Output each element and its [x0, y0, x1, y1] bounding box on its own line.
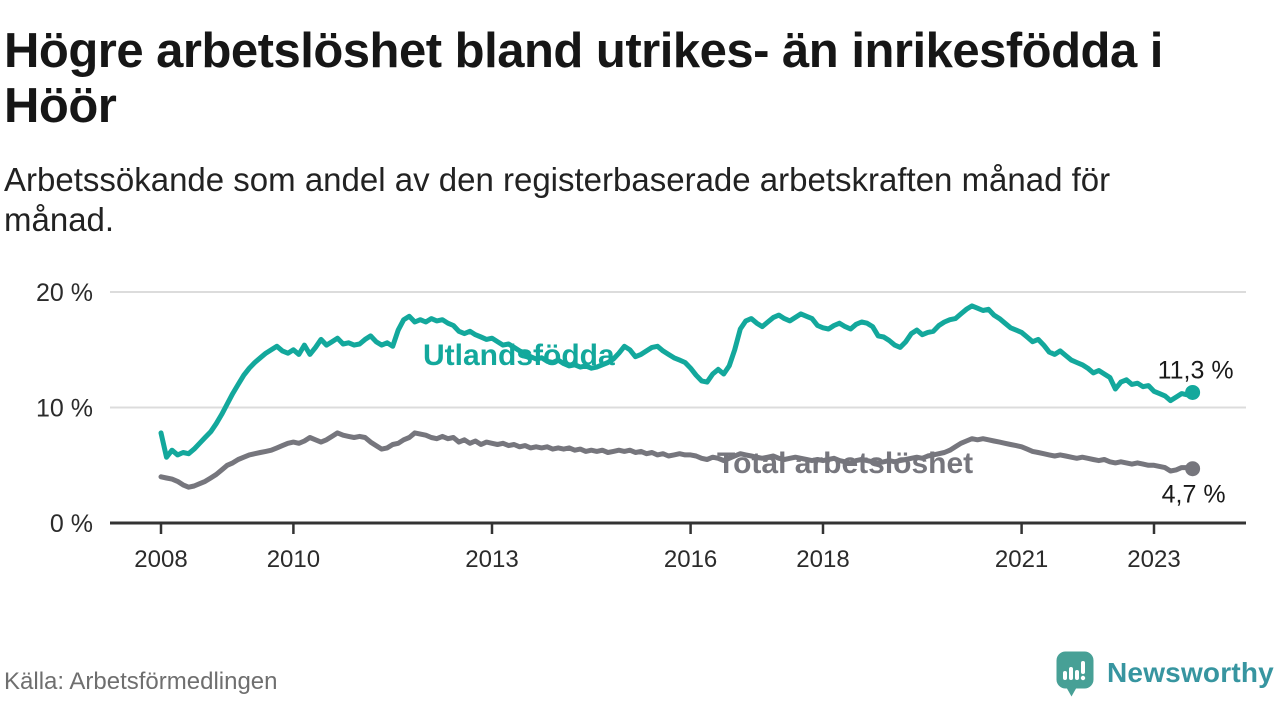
series-line-utlandsfodda: [158, 303, 1196, 460]
x-axis-tick-label: 2021: [995, 546, 1048, 573]
y-axis-tick-label: 10 %: [36, 395, 93, 423]
x-axis-tick-label: 2023: [1127, 546, 1180, 573]
page-title: Högre arbetslöshet bland utrikes- än inr…: [4, 24, 1163, 134]
newsworthy-logo: Newsworthy: [1056, 651, 1274, 697]
logo-bubble: [1056, 651, 1094, 689]
page-subtitle: Arbetssökande som andel av den registerb…: [4, 161, 1111, 239]
logo-exclamation-dot: [1080, 675, 1086, 681]
x-axis-tick-label: 2018: [796, 546, 849, 573]
series-end-dot-utlandsfodda: [1185, 384, 1201, 400]
x-axis-tick-label: 2013: [465, 546, 518, 573]
y-axis-tick-label: 0 %: [50, 510, 93, 538]
newsworthy-speech-bubble-icon: [1056, 651, 1094, 697]
logo-bar-3: [1075, 670, 1079, 680]
source-attribution: Källa: Arbetsförmedlingen: [4, 668, 278, 695]
logo-bar-1: [1063, 671, 1067, 680]
logo-bar-2: [1069, 667, 1073, 680]
series-label-utlandsfodda: Utlandsfödda: [423, 339, 615, 372]
series-end-value-label-total-arbetsloshet: 4,7 %: [1162, 481, 1226, 509]
y-axis-tick-label: 20 %: [36, 279, 93, 307]
series-end-value-label-utlandsfodda: 11,3 %: [1158, 356, 1234, 384]
newsworthy-wordmark: Newsworthy: [1107, 657, 1274, 688]
x-axis-tick-label: 2016: [664, 546, 717, 573]
x-axis-tick-label: 2010: [267, 546, 320, 573]
logo-bubble-tail: [1065, 685, 1078, 697]
series-end-dot-total-arbetsloshet: [1185, 461, 1201, 477]
series-label-total-arbetsloshet: Total arbetslöshet: [717, 447, 973, 480]
logo-exclamation-bar: [1081, 661, 1085, 674]
x-axis-tick-label: 2008: [134, 546, 187, 573]
series-line-total-arbetsloshet: [158, 430, 1196, 490]
